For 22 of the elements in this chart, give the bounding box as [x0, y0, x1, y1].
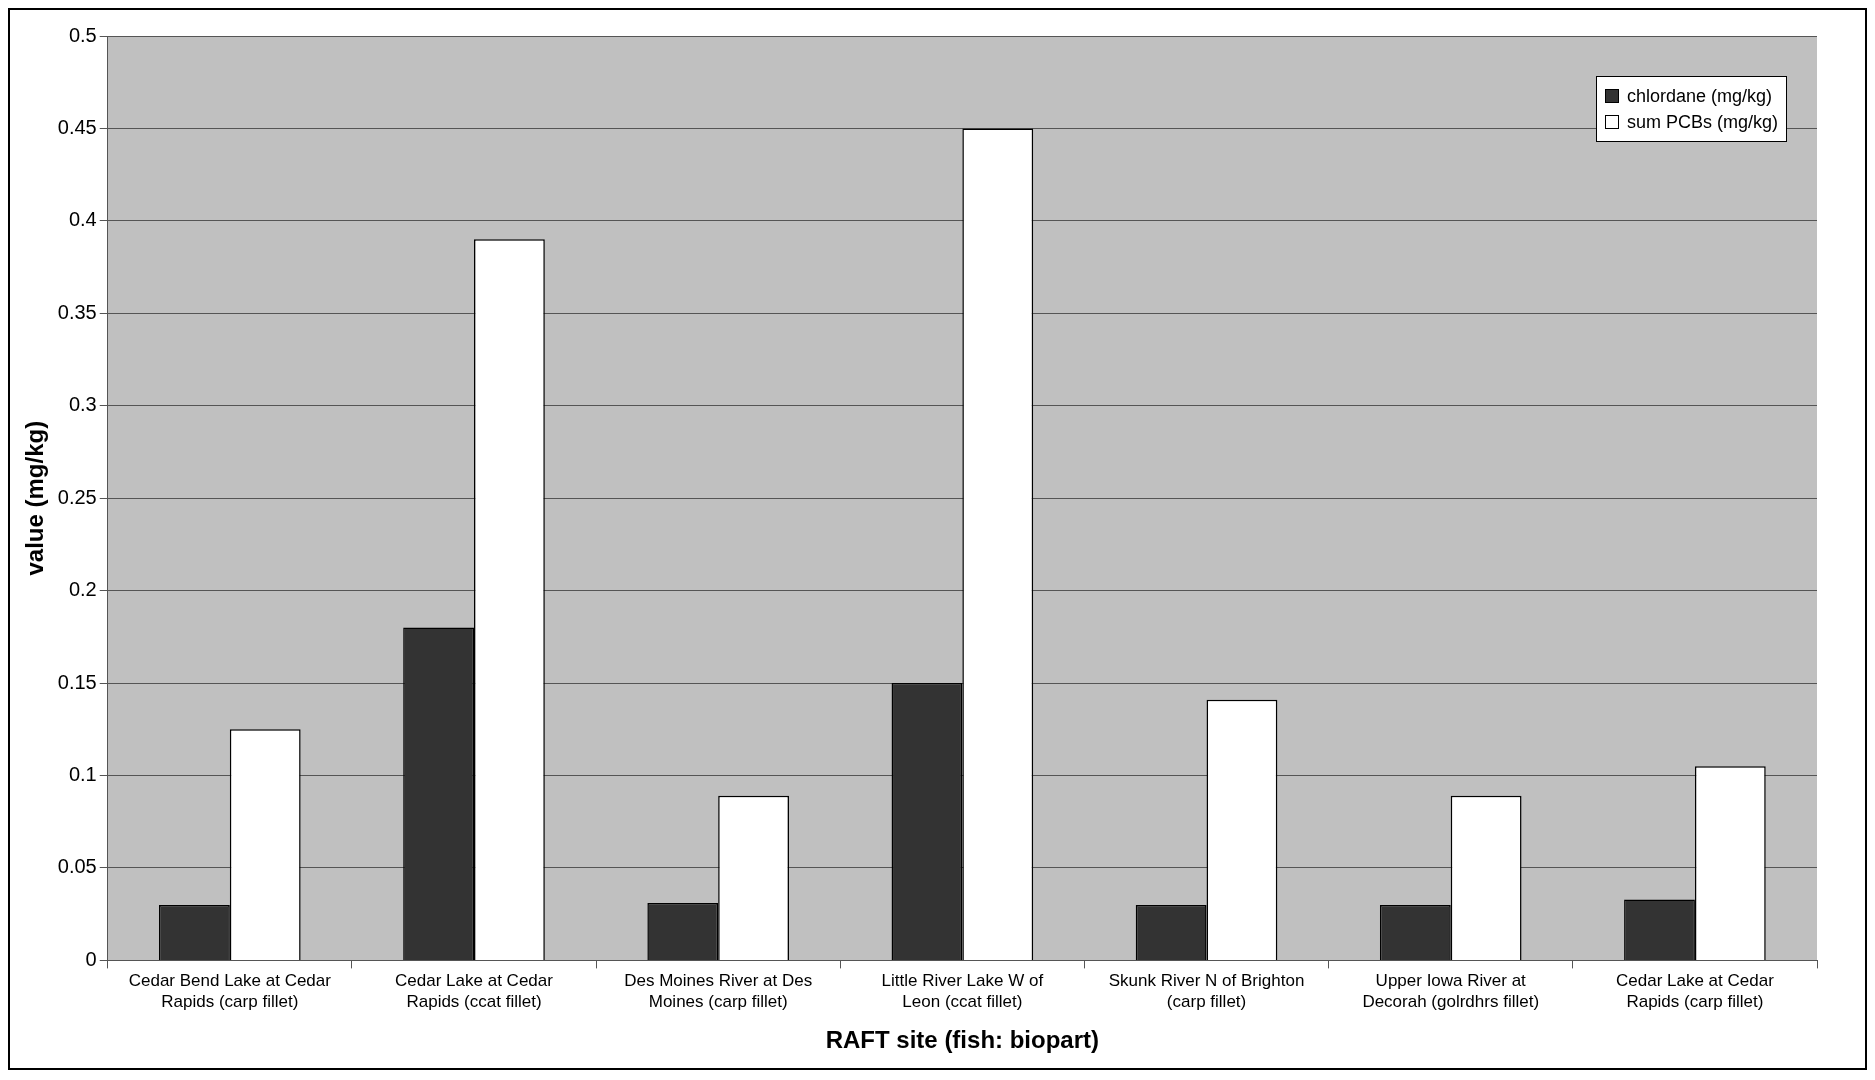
x-tick-label: Upper Iowa River at Decorah (golrdhrs fillet) — [1362, 971, 1540, 1011]
y-tick-label: 0.05 — [57, 855, 97, 878]
y-tick-label: 0.25 — [57, 485, 97, 508]
y-tick-label: 0.3 — [68, 393, 97, 416]
x-tick-label: Little River Lake W of Leon (ccat fillet) — [881, 971, 1044, 1011]
y-tick-label: 0 — [85, 947, 97, 970]
x-tick-label: Des Moines River at Des Moines (carp fillet) — [624, 971, 813, 1011]
x-tick-label: Skunk River N of Brighton (carp fillet) — [1108, 971, 1305, 1011]
y-tick-label: 0.4 — [68, 208, 97, 231]
y-tick-label: 0.15 — [57, 670, 97, 693]
y-tick-label: 0.1 — [68, 763, 97, 786]
legend-label: sum PCBs (mg/kg) — [1626, 111, 1778, 134]
y-tick-label: 0.45 — [57, 115, 97, 138]
y-tick-label: 0.2 — [68, 578, 97, 601]
x-tick-label: Cedar Lake at Cedar Rapids (carp fillet) — [1615, 971, 1775, 1011]
y-axis-title: value (mg/kg) — [21, 420, 49, 576]
x-axis-title: RAFT site (fish: biopart) — [825, 1026, 1100, 1054]
legend-label: chlordane (mg/kg) — [1626, 85, 1773, 108]
y-tick-label: 0.5 — [68, 23, 97, 46]
x-tick-label: Cedar Bend Lake at Cedar Rapids (carp fillet) — [128, 971, 332, 1011]
x-tick-label: Cedar Lake at Cedar Rapids (ccat fillet) — [395, 971, 554, 1011]
y-tick-label: 0.35 — [57, 300, 97, 323]
